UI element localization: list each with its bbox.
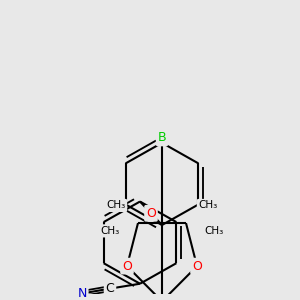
Text: C: C [106,282,114,295]
Text: CH₃: CH₃ [100,226,120,236]
Text: B: B [158,131,166,144]
Text: O: O [146,207,156,220]
Text: CH₃: CH₃ [106,200,126,211]
Text: N: N [77,287,87,300]
Text: O: O [192,260,202,273]
Text: CH₃: CH₃ [204,226,224,236]
Text: CH₃: CH₃ [198,200,218,211]
Text: O: O [122,260,132,273]
